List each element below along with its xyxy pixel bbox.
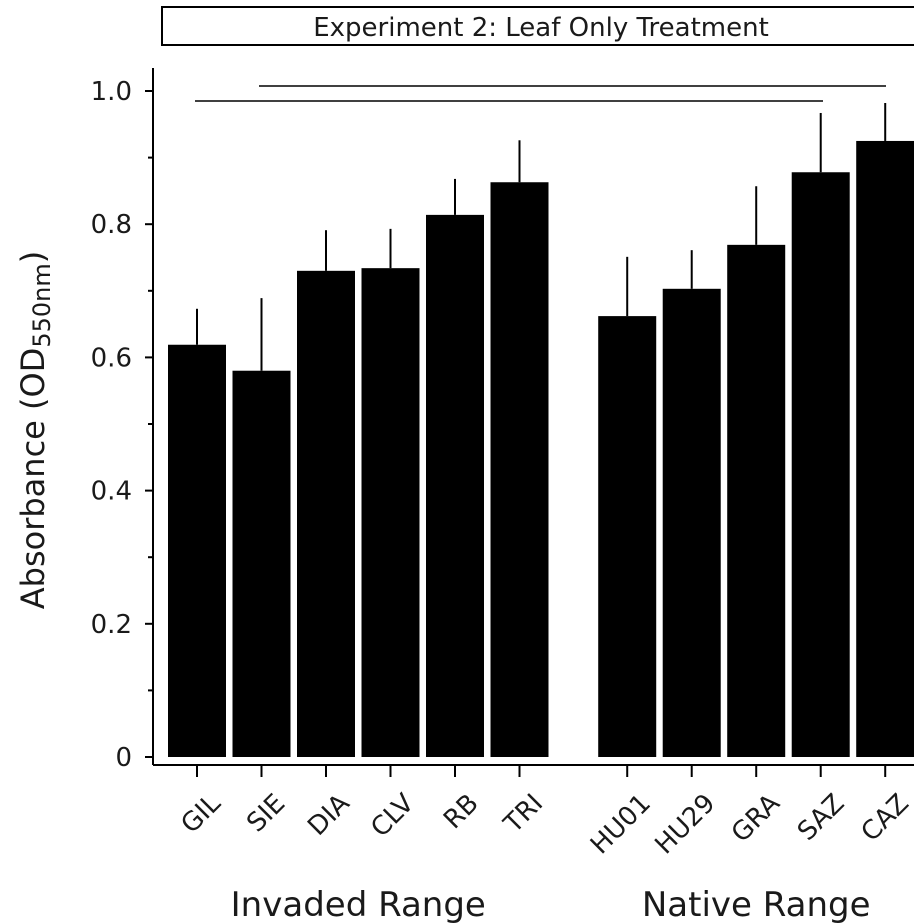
group-label: Invaded Range	[231, 885, 486, 924]
bar	[168, 344, 226, 757]
x-tick-label: CAZ	[856, 788, 914, 847]
x-tick-label: TRI	[498, 788, 549, 839]
y-tick-label: 0	[115, 743, 132, 773]
bar	[662, 288, 721, 757]
group-label: Native Range	[642, 885, 871, 924]
x-tick-label: HU01	[585, 788, 657, 860]
bar	[297, 270, 355, 757]
x-tick-label: GIL	[176, 788, 227, 839]
y-tick-label: 0.4	[91, 477, 132, 507]
chart-title: Experiment 2: Leaf Only Treatment	[313, 13, 769, 43]
x-tick-label: GRA	[726, 788, 786, 848]
bar	[791, 172, 850, 757]
bar	[361, 268, 420, 757]
bar	[598, 316, 657, 757]
x-tick-label: RB	[438, 788, 485, 835]
bar	[232, 370, 291, 757]
y-tick-label: 0.6	[91, 343, 132, 373]
y-label-sub: 550nm	[28, 263, 56, 347]
y-tick-label: 1.0	[91, 77, 132, 107]
bar	[490, 182, 549, 757]
x-tick-label: SIE	[241, 788, 291, 838]
x-tick-label: DIA	[302, 788, 356, 842]
x-tick-label: SAZ	[792, 788, 850, 846]
bar	[426, 214, 484, 758]
x-tick-label: CLV	[365, 788, 420, 843]
y-label-main: Absorbance (OD	[14, 348, 52, 610]
y-tick-label: 0.8	[91, 210, 132, 240]
y-axis-label: Absorbance (OD550nm)	[14, 251, 56, 609]
y-tick-label: 0.2	[91, 610, 132, 640]
bar	[856, 140, 914, 757]
y-label-end: )	[14, 251, 52, 263]
title-box	[161, 6, 914, 46]
x-tick-label: HU29	[649, 788, 721, 860]
bar	[727, 244, 786, 757]
